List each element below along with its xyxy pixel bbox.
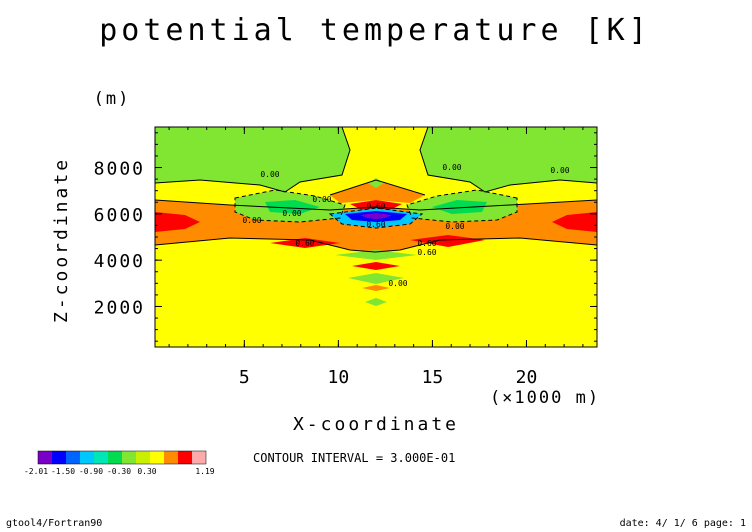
- contour-label: 0.60: [366, 202, 385, 211]
- region-green-inner-left: [265, 200, 320, 214]
- region-upper-right-green: [420, 127, 597, 192]
- contour-label: 0.00: [388, 279, 407, 288]
- colorbar-frame: [37, 450, 207, 465]
- contour-label: 0.00: [550, 166, 569, 175]
- plot-area: 0.00 0.000.000.000.000.000.000.600.600.60…: [154, 126, 598, 348]
- colorbar-swatch: [178, 451, 192, 464]
- colorbar-label: 0.30: [137, 467, 156, 476]
- colorbar-swatch: [38, 451, 52, 464]
- colorbar-swatch: [66, 451, 80, 464]
- y-tick-label: 4000: [94, 251, 145, 272]
- region-orange-lens-3: [362, 285, 390, 291]
- colorbar-swatch: [80, 451, 94, 464]
- colorbar-label: -1.50: [51, 467, 75, 476]
- colorbar-label: -0.30: [107, 467, 131, 476]
- colorbar: -2.01 -1.50 -0.90 -0.30 0.30 1.19: [24, 450, 215, 476]
- contour-label: 0.00: [442, 163, 461, 172]
- contour-line-dashed: [328, 207, 424, 229]
- colorbar-swatch: [150, 451, 164, 464]
- contour-label: 0.00: [312, 195, 331, 204]
- region-green-lens-3: [365, 298, 387, 306]
- footer-left-text: gtool4/Fortran90: [6, 518, 102, 529]
- colorbar-swatch: [192, 451, 206, 464]
- contour-line: [329, 179, 426, 196]
- chart-title: potential temperature [K]: [99, 13, 651, 48]
- axes: 5 10 15 20 2000 4000 6000 8000: [94, 127, 597, 388]
- region-red-lens-left: [270, 238, 340, 248]
- x-axis-unit: (×1000 m): [490, 388, 600, 408]
- contour-interval-text: CONTOUR INTERVAL = 3.000E-01: [253, 451, 455, 465]
- region-red-lens-right: [410, 235, 485, 247]
- colorbar-swatch: [108, 451, 122, 464]
- x-tick-label: 5: [239, 367, 250, 388]
- colorbar-label: -0.90: [79, 467, 103, 476]
- contour-labels: 0.00 0.000.000.000.000.000.000.600.600.60…: [242, 163, 569, 288]
- x-tick-label: 10: [328, 367, 350, 388]
- colorbar-label: 1.19: [195, 467, 214, 476]
- contour-label: 0.60: [417, 248, 436, 257]
- x-tick-label: 15: [422, 367, 444, 388]
- footer-right-text: date: 4/ 1/ 6 page: 1: [620, 518, 746, 529]
- colorbar-swatch: [122, 451, 136, 464]
- x-axis-title: X-coordinate: [293, 414, 459, 435]
- region-red-left: [155, 212, 200, 232]
- contour-line-dashed: [234, 189, 346, 223]
- contour-line: [419, 126, 598, 193]
- contour-line: [154, 126, 351, 193]
- colorbar-swatch: [52, 451, 66, 464]
- region-center-red: [350, 200, 402, 212]
- contour-label: 0.00: [260, 170, 279, 179]
- colorbar-swatch: [164, 451, 178, 464]
- contour-label: 0.00: [282, 209, 301, 218]
- x-tick-label: 20: [516, 367, 538, 388]
- contour-label: 0.60: [417, 239, 436, 248]
- region-red-right: [552, 212, 597, 232]
- contour-label: 0.00: [445, 222, 464, 231]
- colorbar-label: -2.01: [24, 467, 48, 476]
- contour-line-dashed: [406, 189, 518, 223]
- region-diamond-top: [368, 178, 384, 188]
- y-axis-title: Z-coordinate: [51, 157, 72, 323]
- region-green-inner-right: [432, 200, 487, 214]
- region-upper-left-green: [155, 127, 350, 192]
- contour-label: 0.60: [295, 239, 314, 248]
- contour-label: 0.00: [242, 216, 261, 225]
- y-axis-unit: (m): [94, 89, 131, 109]
- y-tick-label: 6000: [94, 205, 145, 226]
- colorbar-swatch: [94, 451, 108, 464]
- contour-lines-negative: [234, 189, 518, 229]
- region-center-violet: [360, 213, 392, 219]
- contour-line: [154, 237, 598, 253]
- colorbar-swatch: [136, 451, 150, 464]
- y-tick-label: 8000: [94, 159, 145, 180]
- region-red-lens-2: [352, 262, 400, 270]
- y-tick-label: 2000: [94, 297, 145, 318]
- contour-line: [154, 199, 598, 211]
- region-center-orange: [330, 180, 425, 203]
- region-green-lens-2: [348, 273, 404, 284]
- contour-lines: [154, 126, 598, 253]
- contour-label: 0.60: [366, 220, 385, 229]
- region-green-lens-1: [335, 250, 417, 260]
